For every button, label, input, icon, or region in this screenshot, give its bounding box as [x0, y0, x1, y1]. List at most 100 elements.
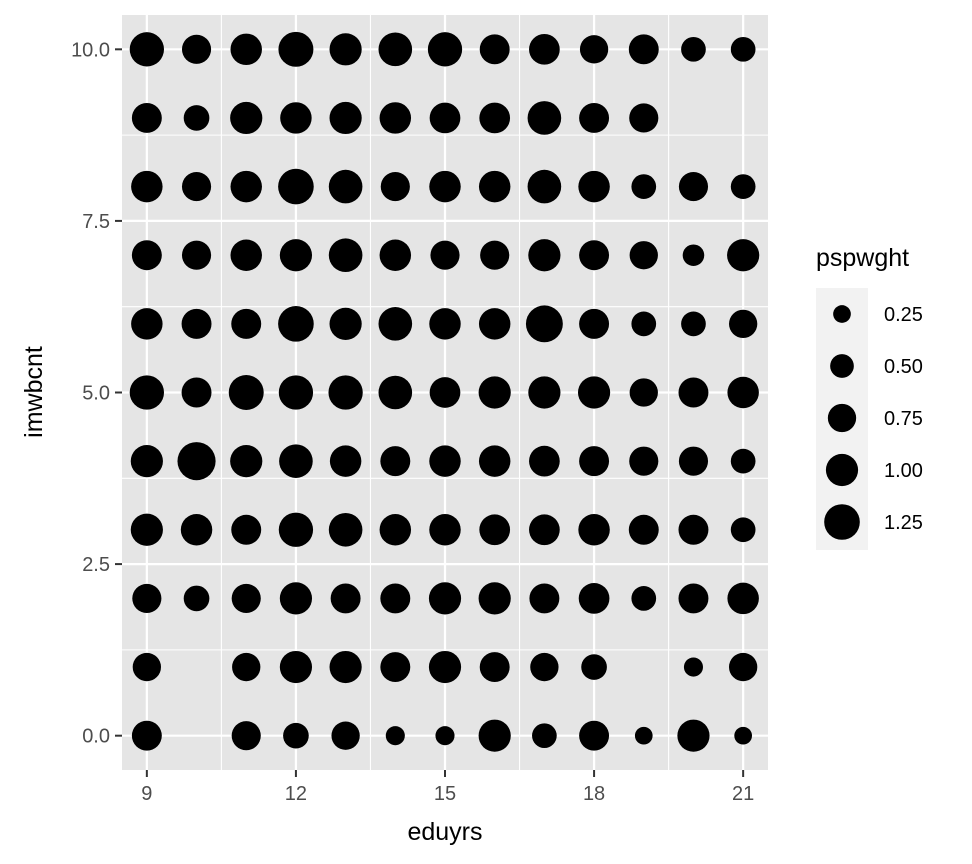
data-point [579, 720, 610, 751]
legend-label: 0.75 [884, 408, 923, 430]
data-point [380, 446, 411, 477]
data-point [177, 442, 216, 481]
data-point [682, 244, 705, 266]
data-point [678, 172, 709, 202]
data-point [131, 308, 163, 340]
x-tick-label: 21 [732, 783, 754, 805]
data-point [181, 34, 212, 64]
size-legend: pspwght 0.25 0.50 0.75 1.00 1.25 [816, 244, 923, 550]
data-point [581, 654, 607, 680]
data-point [730, 174, 756, 199]
data-point [181, 377, 212, 408]
legend-label: 0.50 [884, 356, 923, 378]
legend-label: 0.25 [884, 304, 923, 326]
data-point [529, 583, 560, 614]
data-point [278, 31, 314, 67]
data-point [379, 102, 412, 134]
data-point [183, 585, 210, 612]
x-tick-label: 9 [141, 783, 152, 805]
data-point [628, 514, 659, 545]
data-point [528, 376, 561, 409]
data-point [231, 583, 261, 613]
data-point [629, 103, 659, 133]
data-point [130, 513, 163, 546]
data-point [478, 582, 511, 615]
data-point [379, 514, 412, 546]
data-point [230, 445, 263, 478]
data-point [329, 307, 362, 340]
data-point [228, 375, 264, 410]
data-point [131, 720, 162, 751]
data-point [230, 101, 263, 135]
data-point [579, 102, 610, 133]
data-point [378, 32, 413, 67]
data-point [629, 241, 658, 270]
data-point [131, 240, 162, 271]
data-point [527, 101, 562, 135]
data-point [681, 36, 706, 62]
data-point [527, 169, 562, 204]
data-point [681, 311, 706, 337]
y-tick-label: 2.5 [82, 554, 110, 576]
data-point [280, 102, 312, 134]
data-point [279, 444, 313, 478]
data-point [230, 33, 262, 66]
data-point [631, 174, 657, 199]
y-axis-title: imwbcnt [20, 346, 48, 438]
data-point [181, 240, 212, 270]
data-point [429, 102, 461, 134]
data-point [328, 512, 363, 547]
data-point [429, 514, 461, 546]
legend-key [833, 305, 851, 323]
data-point [180, 514, 213, 546]
data-point [577, 376, 611, 409]
data-point [478, 376, 511, 409]
legend-key [824, 504, 860, 540]
data-point [479, 102, 511, 134]
data-point [634, 726, 653, 745]
data-point [530, 652, 559, 682]
data-point [734, 726, 753, 745]
y-tick-label: 10.0 [71, 39, 110, 61]
data-point [380, 172, 410, 202]
data-point [329, 650, 362, 684]
data-point [181, 172, 212, 202]
data-point [478, 308, 511, 340]
data-point [230, 239, 262, 271]
data-point [279, 239, 313, 272]
x-axis-title: eduyrs [407, 818, 482, 846]
data-point [579, 308, 610, 339]
data-point [677, 719, 710, 752]
legend-title: pspwght [816, 244, 909, 272]
data-point [428, 650, 462, 684]
data-point [130, 445, 163, 478]
data-point [528, 239, 561, 272]
data-point [378, 307, 413, 341]
data-point [427, 32, 463, 67]
data-point [631, 586, 657, 611]
data-point [328, 238, 363, 273]
data-point [730, 517, 756, 543]
data-point [479, 34, 510, 65]
data-point [478, 445, 511, 477]
data-point [283, 722, 309, 749]
data-point [231, 308, 262, 339]
legend-key [827, 403, 857, 433]
data-point [532, 723, 557, 749]
data-point [579, 240, 610, 271]
data-point [678, 583, 709, 614]
legend-label: 1.25 [884, 512, 923, 534]
data-point [430, 240, 460, 270]
data-point [231, 721, 261, 751]
data-point [380, 652, 411, 683]
data-point [579, 35, 609, 64]
x-tick-label: 12 [285, 783, 307, 805]
data-point [578, 514, 610, 546]
data-point [730, 36, 756, 62]
data-point [480, 240, 510, 270]
data-point [129, 32, 164, 67]
data-point [329, 101, 362, 135]
data-point [529, 514, 560, 546]
data-point [380, 583, 411, 614]
legend-key [830, 354, 854, 378]
